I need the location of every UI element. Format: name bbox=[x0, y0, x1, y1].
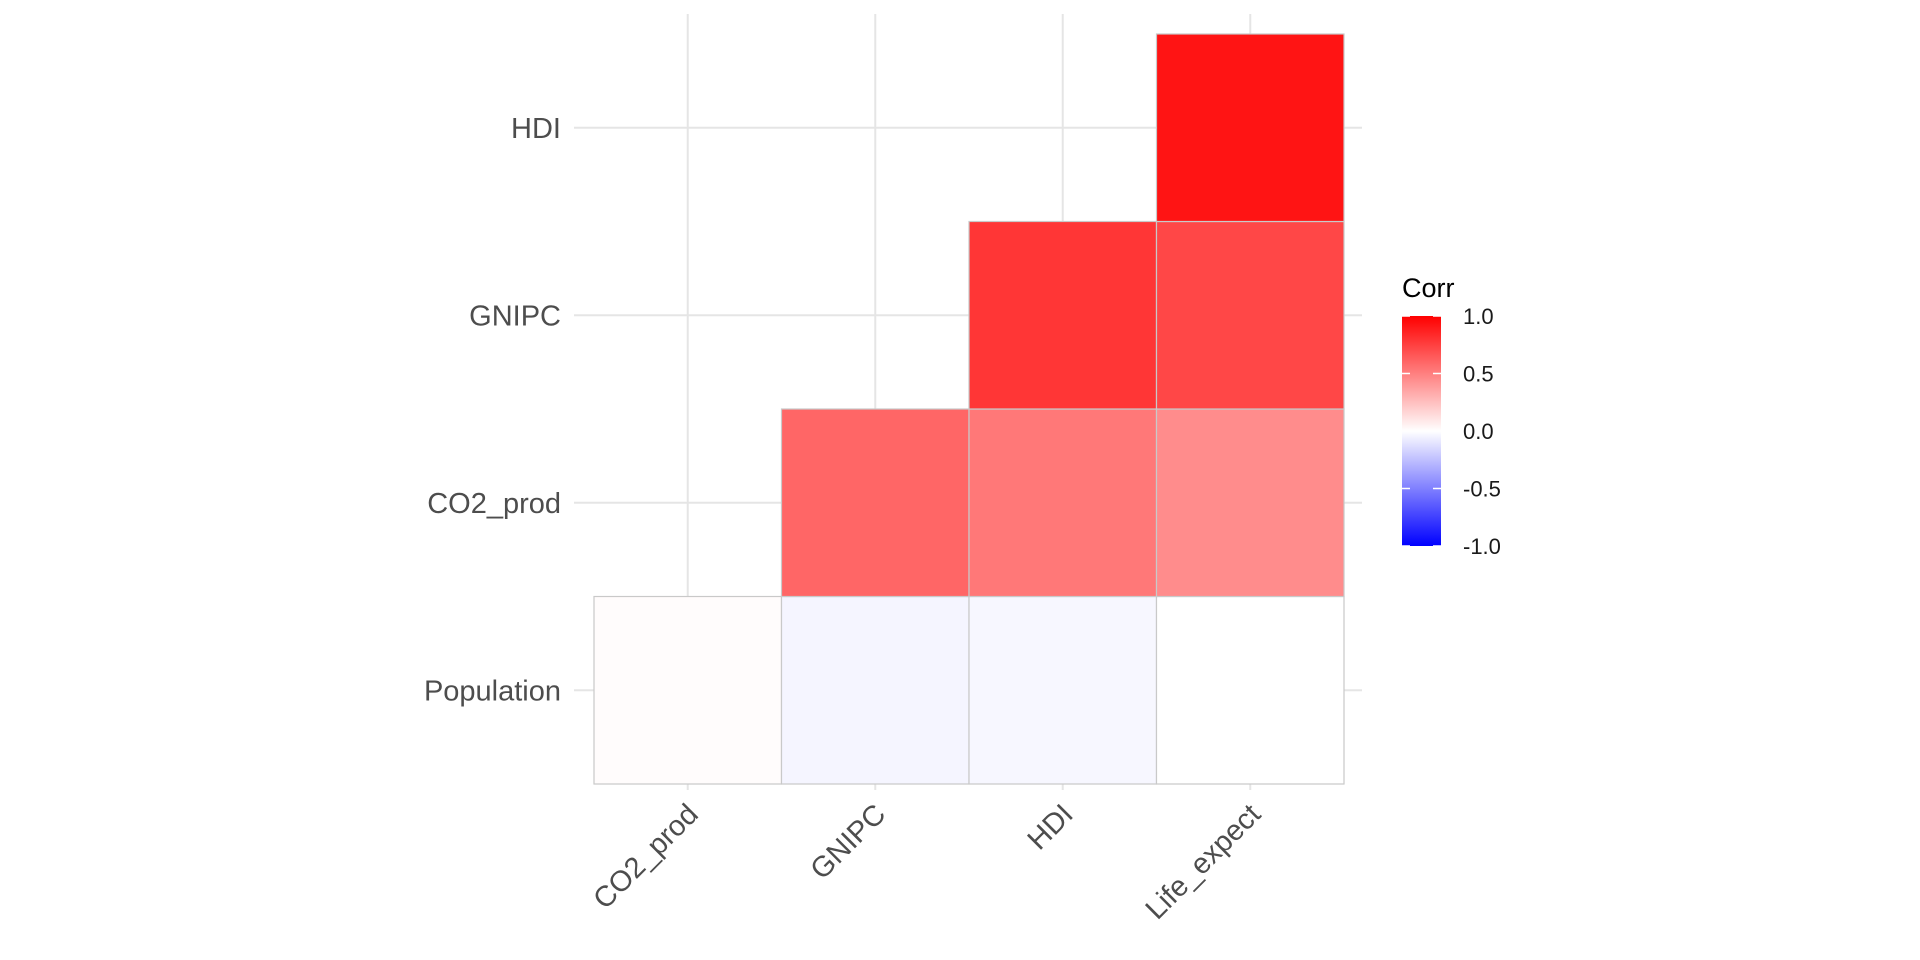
heatmap-cell bbox=[1155, 220, 1345, 410]
heatmap-cell bbox=[968, 220, 1158, 410]
heatmap-cell bbox=[1155, 408, 1345, 598]
legend-ticks: 1.0 0.5 0.0 -0.5 -1.0 bbox=[1402, 304, 1501, 559]
heatmap-cell bbox=[1155, 33, 1345, 223]
x-axis-labels: CO2_prod GNIPC HDI Life_expect bbox=[587, 798, 1267, 926]
y-tick-label: CO2_prod bbox=[427, 488, 561, 520]
y-tick-label: Population bbox=[424, 675, 561, 707]
legend-tick-label: 0.0 bbox=[1463, 419, 1494, 444]
x-tick-label: GNIPC bbox=[805, 798, 893, 886]
y-tick-label: GNIPC bbox=[469, 300, 561, 332]
y-tick-label: HDI bbox=[511, 113, 561, 145]
x-tick-label: HDI bbox=[1022, 798, 1080, 856]
x-tick-label: CO2_prod bbox=[587, 798, 704, 915]
legend-tick-label: -0.5 bbox=[1463, 477, 1501, 502]
legend-tick-label: -1.0 bbox=[1463, 534, 1501, 559]
heatmap-cell bbox=[968, 408, 1158, 598]
heatmap-cell bbox=[968, 595, 1158, 785]
heatmap-cell bbox=[780, 408, 970, 598]
y-axis-labels: Population CO2_prod GNIPC HDI bbox=[424, 113, 561, 708]
heatmap-cell bbox=[593, 595, 783, 785]
x-tick-label: Life_expect bbox=[1140, 798, 1268, 926]
legend-tick-label: 1.0 bbox=[1463, 304, 1494, 329]
legend-tick-label: 0.5 bbox=[1463, 362, 1494, 387]
heatmap-tiles bbox=[593, 33, 1345, 785]
color-legend: Corr 1.0 0.5 0.0 -0.5 -1.0 bbox=[1402, 273, 1501, 559]
legend-title: Corr bbox=[1402, 273, 1455, 303]
heatmap-cell bbox=[780, 595, 970, 785]
heatmap-cell bbox=[1155, 595, 1345, 785]
